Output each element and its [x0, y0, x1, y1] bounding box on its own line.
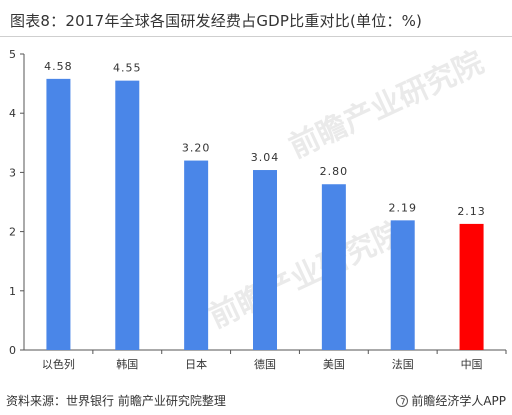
- title-divider: [0, 36, 512, 37]
- brand-name: 前瞻经济学人APP: [411, 394, 506, 408]
- y-tick-label: 2: [9, 226, 16, 239]
- x-category-label: 法国: [392, 357, 414, 371]
- y-tick-label: 0: [9, 344, 16, 357]
- bar-value-label: 3.04: [251, 151, 280, 164]
- bar-value-label: 2.19: [388, 201, 417, 214]
- x-category-label: 韩国: [116, 357, 138, 371]
- source-note: 资料来源：世界银行 前瞻产业研究院整理: [6, 394, 226, 408]
- bar: [115, 80, 140, 350]
- bar: [46, 78, 71, 350]
- bar: [390, 220, 415, 350]
- bar-value-label: 4.58: [44, 60, 73, 73]
- y-tick-label: 1: [9, 285, 16, 298]
- bar-value-label: 2.13: [457, 205, 486, 218]
- y-tick-label: 5: [9, 48, 16, 61]
- bar: [184, 160, 209, 350]
- chart-title: 图表8：2017年全球各国研发经费占GDP比重对比(单位：%): [10, 12, 423, 30]
- x-category-label: 德国: [254, 357, 276, 371]
- bar: [459, 223, 484, 350]
- x-category-label: 以色列: [42, 357, 75, 371]
- bar: [253, 170, 277, 350]
- bar-value-label: 2.80: [320, 165, 349, 178]
- x-category-label: 美国: [323, 358, 345, 371]
- brand-logo-icon: [396, 395, 409, 407]
- y-tick-label: 4: [9, 107, 16, 120]
- brand-signature: 前瞻经济学人APP: [396, 392, 506, 409]
- y-tick-label: 3: [9, 166, 16, 179]
- bar-value-label: 3.20: [182, 142, 211, 155]
- chart-labels: 4.58 以色列 4.55 韩国 3.20 日本 3.04 德国 2.80 美国 2.19 法国 2.1…: [42, 60, 486, 371]
- bar-value-label: 4.55: [113, 62, 142, 75]
- bar: [321, 184, 346, 350]
- x-category-label: 中国: [461, 358, 483, 371]
- chart-bars: [46, 78, 484, 350]
- x-category-label: 日本: [185, 357, 207, 371]
